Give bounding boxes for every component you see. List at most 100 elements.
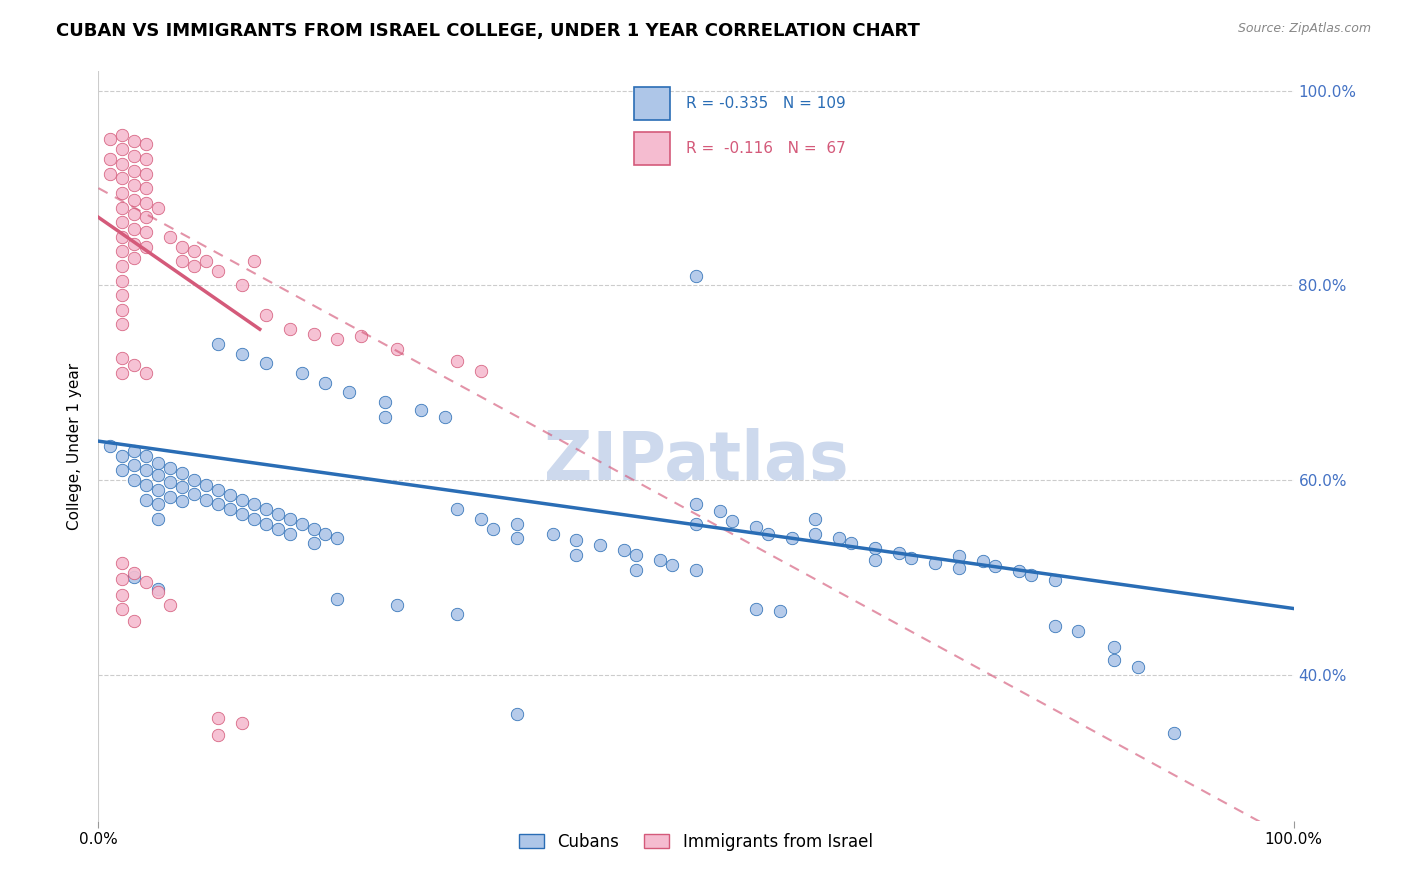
- Point: [124, 193, 146, 207]
- Point: [254, 308, 277, 322]
- Point: [207, 483, 229, 497]
- Point: [135, 167, 157, 181]
- Point: [350, 329, 373, 343]
- Point: [111, 186, 134, 200]
- Text: R =  -0.116   N =  67: R = -0.116 N = 67: [686, 141, 845, 156]
- Point: [685, 516, 707, 531]
- Point: [243, 497, 266, 511]
- Point: [1043, 619, 1066, 633]
- Point: [207, 711, 229, 725]
- Point: [768, 604, 790, 618]
- Point: [183, 486, 205, 500]
- Point: [111, 601, 134, 615]
- Point: [446, 354, 468, 368]
- Point: [231, 346, 253, 360]
- Point: [195, 478, 218, 492]
- Point: [98, 439, 122, 453]
- Point: [111, 288, 134, 302]
- Point: [111, 128, 134, 142]
- Point: [111, 229, 134, 244]
- Point: [745, 601, 768, 615]
- Point: [243, 254, 266, 268]
- Point: [135, 195, 157, 210]
- Point: [111, 274, 134, 288]
- Point: [172, 480, 194, 494]
- Point: [124, 614, 146, 628]
- Point: [172, 254, 194, 268]
- Point: [804, 512, 827, 526]
- Point: [278, 322, 301, 336]
- Point: [135, 239, 157, 253]
- Point: [135, 575, 157, 590]
- Point: [159, 598, 181, 612]
- Point: [565, 548, 588, 562]
- Point: [111, 171, 134, 186]
- Text: R = -0.335   N = 109: R = -0.335 N = 109: [686, 96, 845, 111]
- Point: [111, 244, 134, 259]
- Point: [506, 532, 529, 546]
- Point: [721, 514, 744, 528]
- Point: [685, 497, 707, 511]
- Point: [626, 548, 648, 562]
- Point: [207, 497, 229, 511]
- Point: [207, 336, 229, 351]
- Point: [948, 560, 970, 574]
- Point: [278, 512, 301, 526]
- Point: [111, 201, 134, 215]
- Point: [98, 152, 122, 166]
- Point: [231, 507, 253, 521]
- Point: [326, 332, 349, 346]
- Point: [159, 490, 181, 504]
- Point: [148, 201, 170, 215]
- Point: [506, 706, 529, 721]
- Point: [709, 504, 731, 518]
- Point: [434, 409, 457, 424]
- Point: [159, 461, 181, 475]
- Point: [613, 543, 636, 558]
- Point: [135, 463, 157, 477]
- Point: [124, 570, 146, 584]
- Point: [780, 532, 803, 546]
- Point: [924, 556, 946, 570]
- Point: [172, 467, 194, 481]
- Point: [291, 516, 314, 531]
- Point: [326, 591, 349, 606]
- Point: [148, 497, 170, 511]
- Point: [148, 468, 170, 483]
- Point: [124, 358, 146, 372]
- Point: [148, 483, 170, 497]
- Point: [745, 520, 768, 534]
- Point: [124, 135, 146, 149]
- Point: [315, 526, 337, 541]
- Point: [267, 507, 290, 521]
- Y-axis label: College, Under 1 year: College, Under 1 year: [67, 362, 83, 530]
- Point: [111, 588, 134, 602]
- Point: [183, 244, 205, 259]
- Legend: Cubans, Immigrants from Israel: Cubans, Immigrants from Israel: [513, 826, 879, 857]
- Point: [648, 553, 672, 567]
- Point: [804, 526, 827, 541]
- Point: [148, 512, 170, 526]
- Point: [148, 585, 170, 599]
- Point: [231, 492, 253, 507]
- Point: [148, 456, 170, 470]
- Point: [111, 142, 134, 156]
- Point: [1104, 653, 1126, 667]
- Point: [411, 403, 433, 417]
- Point: [972, 554, 994, 568]
- Point: [159, 475, 181, 489]
- Point: [446, 607, 468, 622]
- Point: [219, 488, 242, 502]
- Point: [589, 538, 612, 552]
- Point: [984, 558, 1007, 573]
- Point: [889, 546, 911, 560]
- Point: [124, 566, 146, 580]
- Point: [481, 522, 505, 536]
- Point: [385, 598, 409, 612]
- Point: [124, 178, 146, 193]
- Point: [1008, 564, 1031, 578]
- Point: [207, 728, 229, 742]
- Point: [302, 536, 325, 550]
- Point: [470, 364, 492, 378]
- Point: [148, 582, 170, 596]
